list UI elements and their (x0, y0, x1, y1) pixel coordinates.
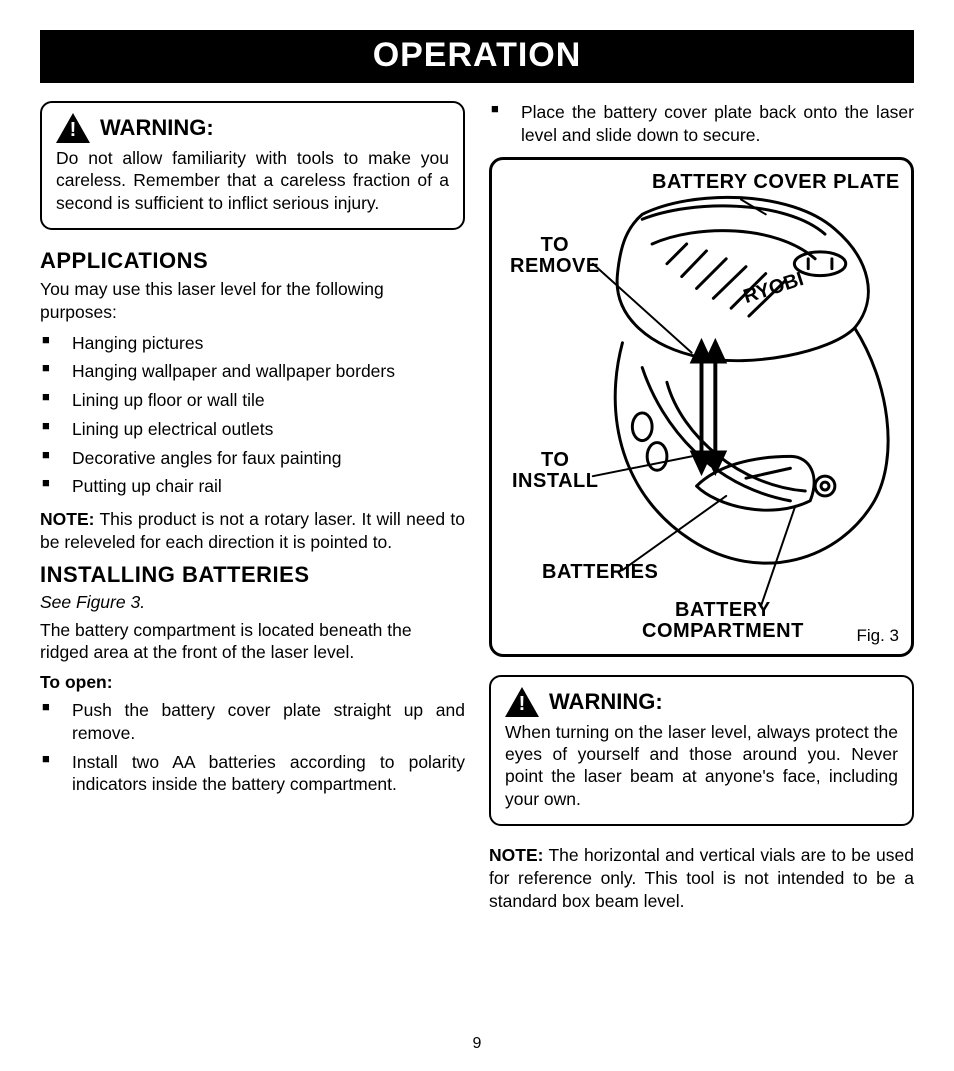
installing-heading: INSTALLING BATTERIES (40, 562, 465, 588)
list-item: Lining up electrical outlets (40, 418, 465, 441)
figure-caption: Fig. 3 (856, 626, 899, 646)
warning-triangle-icon: ! (505, 687, 539, 717)
label-batteries: BATTERIES (542, 562, 658, 583)
right-column: Place the battery cover plate back onto … (489, 101, 914, 920)
note-2: NOTE: The horizontal and vertical vials … (489, 844, 914, 912)
warning-header-2: ! WARNING: (505, 687, 898, 717)
list-item: Lining up floor or wall tile (40, 389, 465, 412)
list-item: Decorative angles for faux painting (40, 447, 465, 470)
left-column: ! WARNING: Do not allow familiarity with… (40, 101, 465, 920)
to-open-label: To open: (40, 672, 465, 693)
warning-box-2: ! WARNING: When turning on the laser lev… (489, 675, 914, 827)
note-body: This product is not a rotary laser. It w… (40, 509, 465, 552)
warning-body-1: Do not allow familiarity with tools to m… (56, 147, 449, 214)
label-to-install: TO INSTALL (512, 450, 598, 492)
figure-3: RYOBI BATTERY COVER PLATE TO REMOVE TO I… (489, 157, 914, 657)
warning-header-1: ! WARNING: (56, 113, 449, 143)
content-columns: ! WARNING: Do not allow familiarity with… (40, 101, 914, 920)
warning-box-1: ! WARNING: Do not allow familiarity with… (40, 101, 465, 230)
note-label: NOTE: (489, 845, 543, 865)
installing-intro: The battery compartment is located benea… (40, 619, 465, 665)
warning-triangle-icon: ! (56, 113, 90, 143)
warning-body-2: When turning on the laser level, always … (505, 721, 898, 811)
step3-list: Place the battery cover plate back onto … (489, 101, 914, 147)
page-number: 9 (0, 1035, 954, 1053)
label-cover-plate: BATTERY COVER PLATE (652, 172, 900, 193)
list-item: Push the battery cover plate straight up… (40, 699, 465, 745)
brand-text: RYOBI (741, 267, 807, 307)
applications-heading: APPLICATIONS (40, 248, 465, 274)
list-item: Putting up chair rail (40, 475, 465, 498)
note-body: The horizontal and vertical vials are to… (489, 845, 914, 911)
installing-steps: Push the battery cover plate straight up… (40, 699, 465, 796)
page-title-bar: OPERATION (40, 30, 914, 83)
applications-note: NOTE: This product is not a rotary laser… (40, 508, 465, 554)
list-item: Hanging pictures (40, 332, 465, 355)
applications-list: Hanging pictures Hanging wallpaper and w… (40, 332, 465, 499)
applications-intro: You may use this laser level for the fol… (40, 278, 465, 324)
note-label: NOTE: (40, 509, 94, 529)
see-figure: See Figure 3. (40, 592, 465, 613)
warning-title-2: WARNING: (549, 689, 663, 715)
list-item: Install two AA batteries according to po… (40, 751, 465, 797)
list-item: Hanging wallpaper and wallpaper borders (40, 360, 465, 383)
list-item: Place the battery cover plate back onto … (489, 101, 914, 147)
warning-title-1: WARNING: (100, 115, 214, 141)
label-to-remove: TO REMOVE (510, 235, 600, 277)
label-compartment: BATTERY COMPARTMENT (642, 600, 804, 642)
